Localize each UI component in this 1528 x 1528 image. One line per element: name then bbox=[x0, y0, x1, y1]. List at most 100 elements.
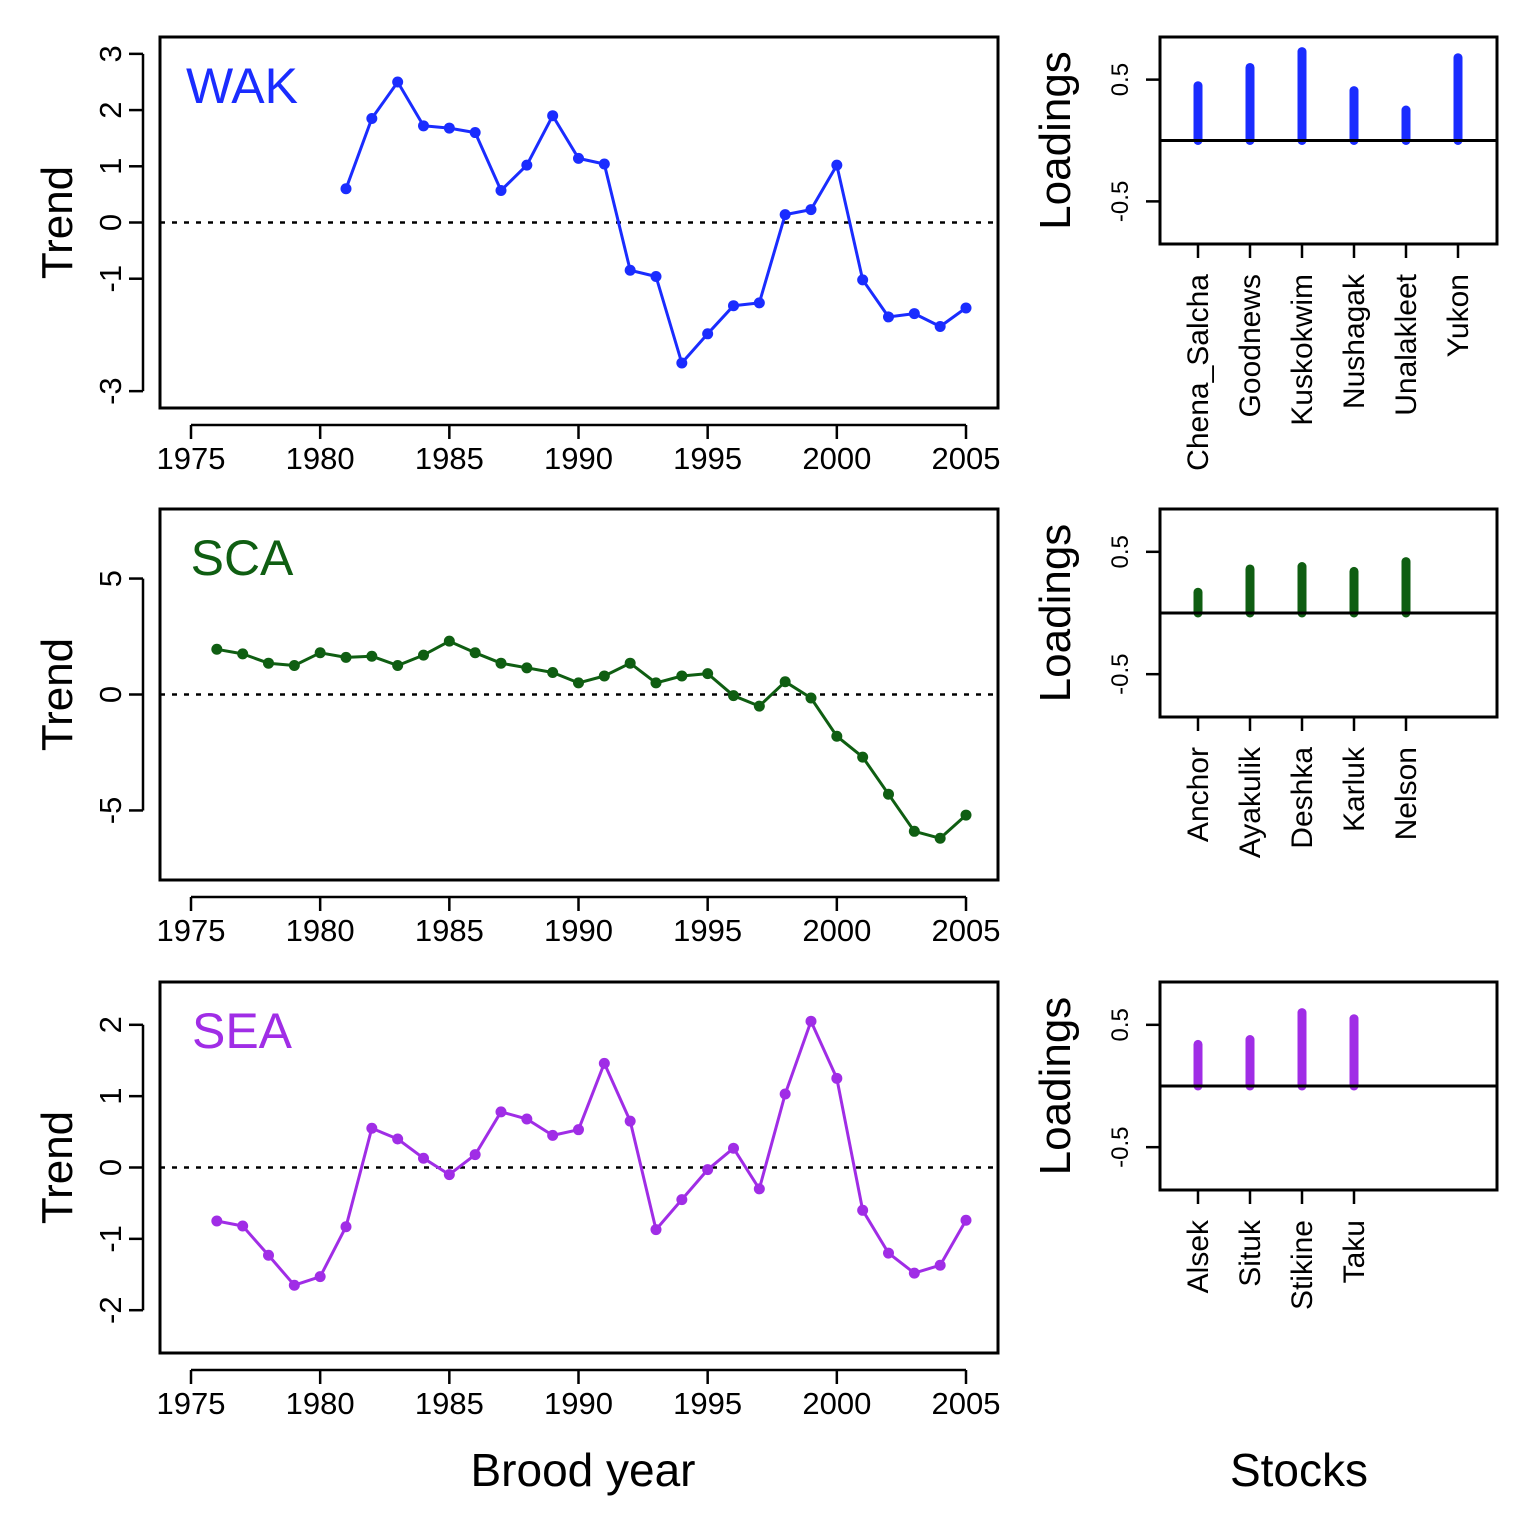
data-point bbox=[960, 1214, 972, 1226]
y-tick-label: 1 bbox=[93, 158, 128, 175]
data-point bbox=[831, 1072, 843, 1084]
y-tick-label: -0.5 bbox=[1107, 181, 1134, 222]
x-tick-label: 2005 bbox=[932, 441, 1001, 476]
data-point bbox=[753, 1183, 765, 1195]
x-tick-label: 1995 bbox=[673, 1386, 742, 1421]
chart-panels: 1975 1980 1985 1990 1995 2000 2005-3-10123Tren… bbox=[33, 35, 1499, 1421]
data-point bbox=[443, 1169, 455, 1181]
x-tick-label: 1985 bbox=[415, 441, 484, 476]
y-tick-label: 2 bbox=[93, 101, 128, 118]
data-point bbox=[288, 660, 300, 672]
x-tick-label: 2005 bbox=[932, 1386, 1001, 1421]
data-point bbox=[521, 662, 533, 674]
stock-label: Alsek bbox=[1182, 1219, 1215, 1293]
data-point bbox=[469, 127, 481, 139]
loadings-panel-sca: -0.5 0.5 Loadings Anchor Ayakulik Deshka Karlu… bbox=[1031, 507, 1499, 858]
y-tick-label: -1 bbox=[93, 265, 128, 293]
x-tick-label: 1975 bbox=[157, 441, 226, 476]
x-tick-label: 1980 bbox=[286, 441, 355, 476]
data-point bbox=[547, 666, 559, 678]
x-tick-label: 1995 bbox=[673, 913, 742, 948]
x-tick-label: 1980 bbox=[286, 1386, 355, 1421]
data-point bbox=[237, 1220, 249, 1232]
data-point bbox=[366, 113, 378, 125]
y-tick-label: -5 bbox=[93, 797, 128, 825]
data-point bbox=[418, 649, 429, 661]
data-point bbox=[495, 1106, 507, 1118]
series-line-sea bbox=[216, 1019, 968, 1287]
data-point bbox=[753, 700, 765, 712]
data-point bbox=[805, 1015, 817, 1027]
data-point bbox=[211, 1215, 223, 1227]
data-point bbox=[263, 1249, 274, 1261]
stock-label: Karluk bbox=[1338, 746, 1371, 832]
data-point bbox=[573, 1124, 584, 1136]
data-point bbox=[779, 209, 791, 221]
data-point bbox=[624, 1115, 636, 1127]
data-point bbox=[263, 657, 274, 669]
y-tick-label: 2 bbox=[93, 1016, 128, 1033]
x-tick-label: 1990 bbox=[544, 1386, 613, 1421]
data-point bbox=[418, 1152, 429, 1164]
data-point bbox=[934, 832, 946, 844]
x-tick-label: 1985 bbox=[415, 1386, 484, 1421]
stock-label: Kuskokwim bbox=[1286, 274, 1319, 426]
x-axis-title: Brood year bbox=[470, 1444, 695, 1496]
data-point bbox=[288, 1279, 300, 1291]
y-tick-label: 5 bbox=[93, 570, 128, 587]
data-point bbox=[676, 357, 688, 369]
y-tick-label: 0 bbox=[93, 1159, 128, 1176]
data-point bbox=[392, 76, 404, 88]
stock-label: Chena_Salcha bbox=[1182, 274, 1215, 471]
data-point bbox=[805, 692, 817, 704]
data-point bbox=[883, 311, 894, 323]
data-point bbox=[392, 660, 404, 672]
data-point bbox=[857, 751, 869, 763]
stock-label: Anchor bbox=[1182, 747, 1215, 842]
data-point bbox=[314, 1271, 326, 1283]
y-tick-label: -0.5 bbox=[1107, 1126, 1134, 1167]
data-point bbox=[650, 677, 662, 689]
data-point bbox=[340, 183, 352, 195]
data-point bbox=[779, 1088, 791, 1100]
y-tick-label: 1 bbox=[93, 1088, 128, 1105]
data-point bbox=[883, 788, 894, 800]
y-tick-label: 0.5 bbox=[1107, 535, 1134, 568]
data-point bbox=[831, 730, 843, 742]
y-axis-title: Trend bbox=[33, 166, 82, 279]
data-point bbox=[443, 122, 455, 134]
data-point bbox=[624, 264, 636, 276]
stock-label: Stikine bbox=[1286, 1220, 1319, 1310]
y-tick-label: -1 bbox=[93, 1225, 128, 1253]
data-point bbox=[598, 670, 610, 682]
stocks-axis-title: Stocks bbox=[1230, 1444, 1368, 1496]
y-tick-label: 0 bbox=[93, 686, 128, 703]
stock-label: Nelson bbox=[1390, 747, 1423, 840]
trend-panel-sea: 1975 1980 1985 1990 1995 2000 2005 -2 -1 0 1 2 Trend… bbox=[33, 980, 1001, 1421]
y-tick-label: -2 bbox=[93, 1296, 128, 1324]
data-point bbox=[366, 650, 378, 662]
y-tick-label: 0 bbox=[93, 214, 128, 231]
data-point bbox=[495, 184, 507, 196]
data-point bbox=[831, 159, 843, 171]
data-point bbox=[495, 657, 507, 669]
x-tick-label: 1995 bbox=[673, 441, 742, 476]
data-point bbox=[728, 1142, 739, 1154]
loadings-panel-sea: -0.5 0.5 Loadings Alsek Situk Stikine Taku bbox=[1031, 980, 1499, 1310]
data-point bbox=[469, 1149, 481, 1161]
trend-panel-sca: 1975 1980 1985 1990 1995 2000 2005 -5 0 5 Trend SCA bbox=[33, 507, 1001, 948]
stock-label: Situk bbox=[1234, 1219, 1267, 1287]
data-point bbox=[340, 651, 352, 663]
y-tick-label: 0.5 bbox=[1107, 63, 1134, 96]
x-tick-label: 2005 bbox=[932, 913, 1001, 948]
stock-label: Unalakleet bbox=[1390, 273, 1423, 415]
data-point bbox=[805, 204, 817, 216]
data-point bbox=[779, 676, 791, 688]
data-point bbox=[960, 302, 972, 314]
data-point bbox=[728, 690, 739, 702]
data-point bbox=[857, 274, 869, 286]
data-point bbox=[702, 1164, 714, 1176]
data-point bbox=[676, 1194, 688, 1206]
data-point bbox=[908, 825, 920, 837]
data-point bbox=[676, 670, 688, 682]
